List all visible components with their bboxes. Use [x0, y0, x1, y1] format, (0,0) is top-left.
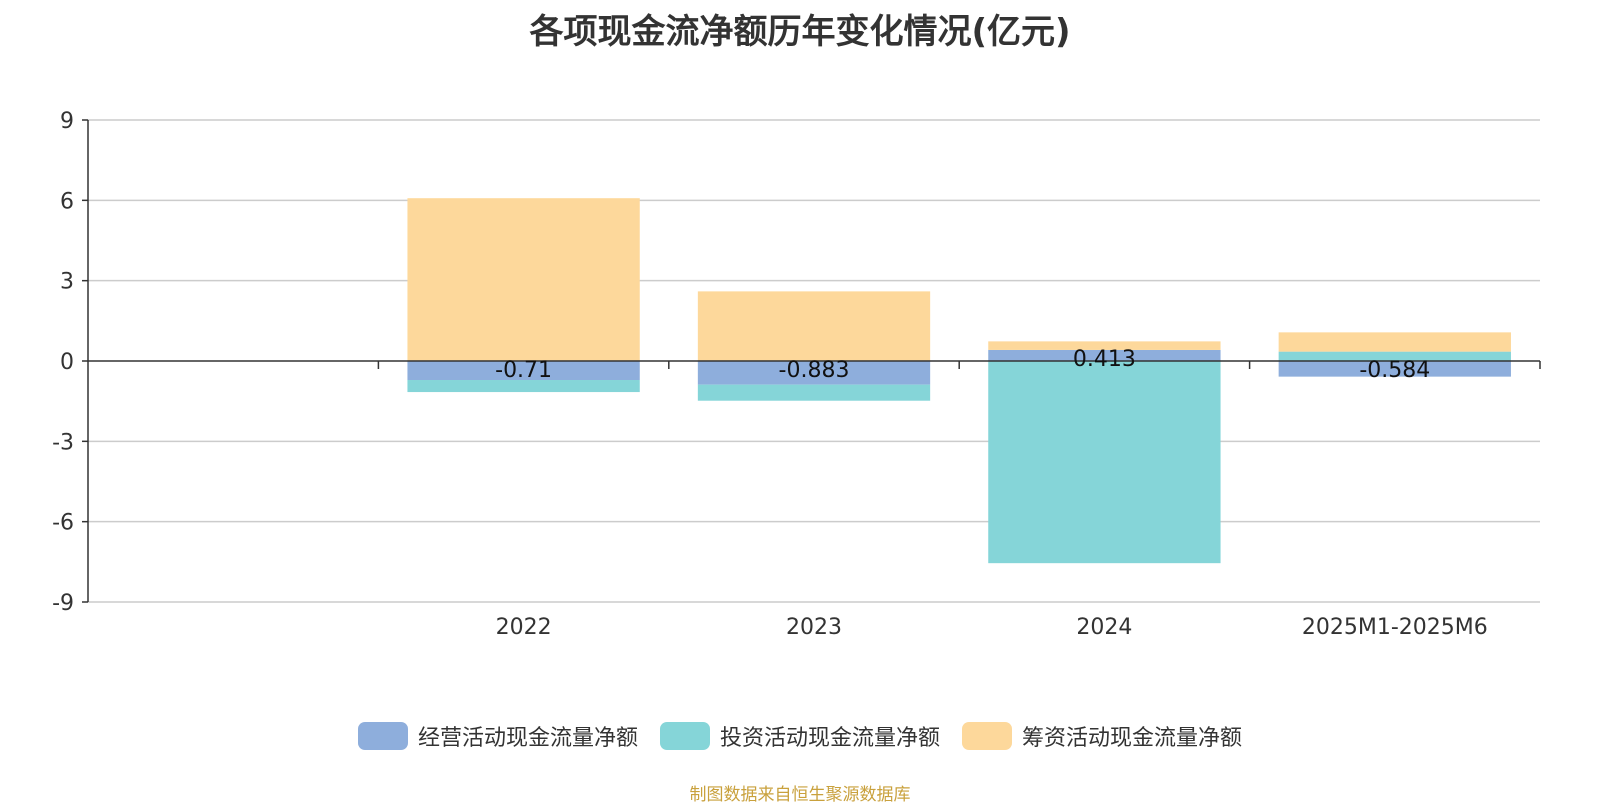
legend-label-financing: 筹资活动现金流量净额 [1022, 726, 1243, 751]
stacked-bar-chart: 9 6 3 0 -3 -6 -9 2022 2023 2024 2025M1-2025M6 -0.7… [52, 109, 1541, 640]
data-label: -0.584 [1359, 358, 1430, 383]
x-tick-label: 2022 [496, 615, 552, 640]
axes: 9 6 3 0 -3 -6 -9 2022 2023 2024 2025M1-2025M6 [52, 109, 1541, 640]
legend-item-investing[interactable]: 投资活动现金流量净额 [659, 720, 940, 752]
legend-swatch-operating [357, 722, 408, 750]
bar-segment [697, 361, 931, 385]
bar-segment [407, 198, 640, 361]
legend-item-financing[interactable]: 筹资活动现金流量净额 [962, 720, 1242, 752]
y-tick-label: -3 [52, 430, 74, 455]
legend: 经营活动现金流量净额 投资活动现金流量净额 筹资活动现金流量净额 [0, 720, 1600, 752]
bar-segment [988, 361, 1221, 564]
source-note: 制图数据来自恒生聚源数据库 [689, 785, 911, 805]
data-label: -0.883 [779, 358, 850, 383]
data-label: -0.71 [495, 358, 552, 383]
bars [407, 198, 1511, 564]
y-tick-label: 9 [60, 109, 74, 134]
legend-label-operating: 经营活动现金流量净额 [417, 726, 638, 751]
bar-segment [988, 349, 1221, 361]
legend-label-investing: 投资活动现金流量净额 [719, 726, 940, 751]
x-tick-label: 2024 [1076, 615, 1132, 640]
x-tick-label: 2025M1-2025M6 [1302, 615, 1488, 640]
legend-swatch-investing [659, 722, 710, 750]
y-tick-label: 6 [60, 189, 74, 214]
bar-segment [407, 361, 640, 381]
data-labels: -0.71 -0.883 0.413 -0.584 [495, 347, 1430, 383]
y-tick-label: 0 [60, 350, 74, 375]
bar-segment [1278, 361, 1511, 377]
bar-segment [1278, 351, 1511, 361]
grid-lines [88, 119, 1540, 603]
y-tick-label: -9 [52, 591, 74, 616]
x-tick-label: 2023 [786, 615, 842, 640]
bar-segment [407, 380, 640, 393]
data-label: 0.413 [1073, 347, 1136, 372]
legend-item-operating[interactable]: 经营活动现金流量净额 [357, 720, 638, 752]
bar-segment [697, 384, 931, 401]
y-tick-label: -6 [52, 511, 74, 536]
legend-swatch-financing [962, 722, 1012, 750]
bar-segment [697, 291, 931, 361]
y-tick-label: 3 [60, 270, 74, 295]
chart-title: 各项现金流净额历年变化情况(亿元) [529, 12, 1071, 52]
bar-segment [988, 341, 1221, 350]
bar-segment [1278, 332, 1511, 352]
